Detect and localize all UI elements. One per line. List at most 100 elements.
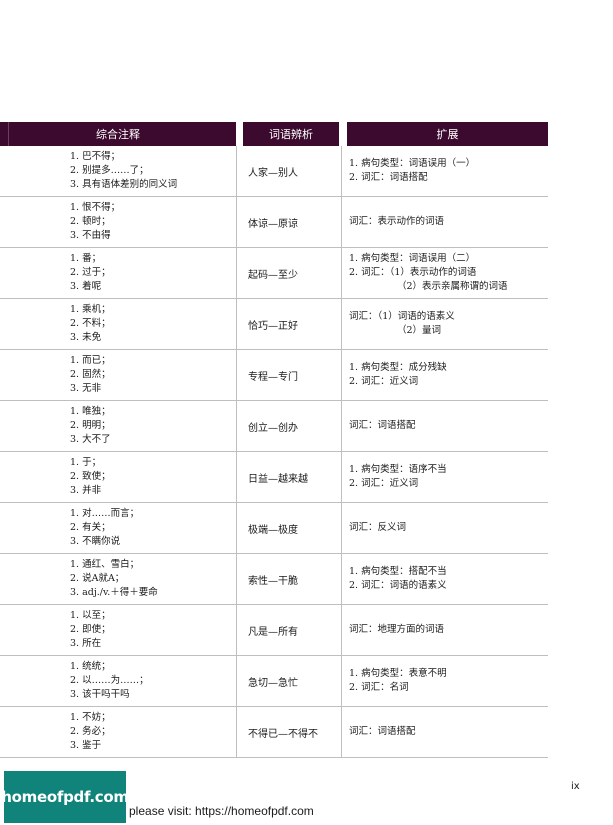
notes-list: 1. 而已； 2. 固然； 3. 无非 bbox=[70, 354, 111, 396]
analysis-text: 不得已—不得不 bbox=[248, 728, 318, 740]
analysis-text: 急切—急忙 bbox=[248, 677, 298, 689]
extension-item: 1. 病句类型：表意不明 bbox=[349, 668, 447, 679]
note-item: 2. 以……为……； bbox=[70, 675, 149, 686]
header-extension-label: 扩展 bbox=[436, 128, 459, 141]
extension-cell: 词汇：词语搭配 bbox=[342, 707, 548, 757]
analysis-text: 恰巧—正好 bbox=[248, 320, 298, 332]
notes-list: 1. 统统； 2. 以……为……； 3. 该干吗干吗 bbox=[70, 660, 149, 702]
note-item: 3. 并非 bbox=[70, 485, 102, 496]
note-item: 1. 统统； bbox=[70, 661, 111, 672]
visit-link[interactable]: please visit: https://homeofpdf.com bbox=[129, 804, 314, 818]
header-extension: 扩展 bbox=[347, 122, 548, 146]
note-item: 2. 致使； bbox=[70, 471, 111, 482]
table-row: 1. 于； 2. 致使； 3. 并非 日益—越来越 1. 病句类型：语序不当 2. 词汇：… bbox=[0, 452, 548, 503]
extension-item: 1. 病句类型：词语误用（二） bbox=[349, 253, 476, 264]
note-item: 2. 说A就A； bbox=[70, 573, 125, 584]
analysis-cell: 极端—极度 bbox=[237, 503, 342, 553]
note-item: 1. 巴不得； bbox=[70, 151, 121, 162]
table-row: 1. 不妨； 2. 务必； 3. 鉴于 不得已—不得不 词汇：词语搭配 bbox=[0, 707, 548, 758]
table-row: 1. 而已； 2. 固然； 3. 无非 专程—专门 1. 病句类型：成分残缺 2. 词汇：… bbox=[0, 350, 548, 401]
notes-cell: 1. 番； 2. 过于； 3. 着呢 bbox=[0, 248, 237, 298]
extension-item: 词汇：词语搭配 bbox=[349, 726, 416, 737]
note-item: 3. 鉴于 bbox=[70, 740, 102, 751]
extension-item: 词汇：词语搭配 bbox=[349, 420, 416, 431]
table-row: 1. 唯独； 2. 明明； 3. 大不了 创立—创办 词汇：词语搭配 bbox=[0, 401, 548, 452]
extension-cell: 1. 病句类型：词语误用（一） 2. 词汇：词语搭配 bbox=[342, 146, 548, 196]
note-item: 2. 不料； bbox=[70, 318, 111, 329]
note-item: 2. 务必； bbox=[70, 726, 111, 737]
notes-cell: 1. 统统； 2. 以……为……； 3. 该干吗干吗 bbox=[0, 656, 237, 706]
table-row: 1. 统统； 2. 以……为……； 3. 该干吗干吗 急切—急忙 1. 病句类型：表意不… bbox=[0, 656, 548, 707]
extension-cell: 词汇：词语搭配 bbox=[342, 401, 548, 451]
logo-text: homeofpdf.com bbox=[1, 788, 129, 806]
note-item: 2. 即使； bbox=[70, 624, 111, 635]
note-item: 2. 固然； bbox=[70, 369, 111, 380]
analysis-cell: 急切—急忙 bbox=[237, 656, 342, 706]
note-item: 2. 顿时； bbox=[70, 216, 111, 227]
note-item: 1. 而已； bbox=[70, 355, 111, 366]
note-item: 3. 无非 bbox=[70, 383, 102, 394]
analysis-text: 创立—创办 bbox=[248, 422, 298, 434]
extension-cell: 1. 病句类型：搭配不当 2. 词汇：词语的语素义 bbox=[342, 554, 548, 604]
analysis-cell: 恰巧—正好 bbox=[237, 299, 342, 349]
table-row: 1. 番； 2. 过于； 3. 着呢 起码—至少 1. 病句类型：词语误用（二） 2. 词… bbox=[0, 248, 548, 299]
note-item: 3. 不瞒你说 bbox=[70, 536, 121, 547]
note-item: 3. 具有语体差别的同义词 bbox=[70, 179, 178, 190]
table-row: 1. 对……而言； 2. 有关； 3. 不瞒你说 极端—极度 词汇：反义词 bbox=[0, 503, 548, 554]
analysis-cell: 日益—越来越 bbox=[237, 452, 342, 502]
notes-list: 1. 乘机； 2. 不料； 3. 未免 bbox=[70, 303, 111, 345]
analysis-text: 专程—专门 bbox=[248, 371, 298, 383]
analysis-text: 人家—别人 bbox=[248, 167, 298, 179]
extension-item: 1. 病句类型：搭配不当 bbox=[349, 566, 447, 577]
notes-list: 1. 以至； 2. 即使； 3. 所在 bbox=[70, 609, 111, 651]
analysis-text: 体谅—原谅 bbox=[248, 218, 298, 230]
note-item: 3. 不由得 bbox=[70, 230, 111, 241]
notes-cell: 1. 恨不得； 2. 顿时； 3. 不由得 bbox=[0, 197, 237, 247]
note-item: 2. 过于； bbox=[70, 267, 111, 278]
notes-list: 1. 不妨； 2. 务必； 3. 鉴于 bbox=[70, 711, 111, 753]
note-item: 1. 对……而言； bbox=[70, 508, 140, 519]
note-item: 3. 所在 bbox=[70, 638, 102, 649]
notes-cell: 1. 唯独； 2. 明明； 3. 大不了 bbox=[0, 401, 237, 451]
extension-cell: 词汇：表示动作的词语 bbox=[342, 197, 548, 247]
note-item: 1. 番； bbox=[70, 253, 102, 264]
header-analysis: 词语辨析 bbox=[243, 122, 339, 146]
extension-item: （2）表示亲属称谓的词语 bbox=[397, 281, 508, 292]
table-row: 1. 以至； 2. 即使； 3. 所在 凡是—所有 词汇：地理方面的词语 bbox=[0, 605, 548, 656]
extension-item: 2. 词汇：名词 bbox=[349, 682, 409, 693]
analysis-cell: 创立—创办 bbox=[237, 401, 342, 451]
note-item: 3. 该干吗干吗 bbox=[70, 689, 130, 700]
note-item: 3. adj./v.＋得＋要命 bbox=[70, 587, 158, 598]
notes-list: 1. 于； 2. 致使； 3. 并非 bbox=[70, 456, 111, 498]
extension-cell: 词汇：（1）词语的语素义 （2）量词 bbox=[342, 299, 548, 349]
notes-list: 1. 唯独； 2. 明明； 3. 大不了 bbox=[70, 405, 111, 447]
table-row: 1. 巴不得； 2. 别提多……了； 3. 具有语体差别的同义词 人家—别人 1. 病句… bbox=[0, 146, 548, 197]
extension-item: 词汇：反义词 bbox=[349, 522, 407, 533]
notes-cell: 1. 巴不得； 2. 别提多……了； 3. 具有语体差别的同义词 bbox=[0, 146, 237, 196]
notes-cell: 1. 而已； 2. 固然； 3. 无非 bbox=[0, 350, 237, 400]
notes-cell: 1. 不妨； 2. 务必； 3. 鉴于 bbox=[0, 707, 237, 757]
extension-cell: 1. 病句类型：成分残缺 2. 词汇：近义词 bbox=[342, 350, 548, 400]
note-item: 3. 着呢 bbox=[70, 281, 102, 292]
note-item: 1. 通红、雪白； bbox=[70, 559, 140, 570]
extension-cell: 词汇：反义词 bbox=[342, 503, 548, 553]
homeofpdf-logo[interactable]: homeofpdf.com bbox=[1, 771, 129, 823]
note-item: 1. 不妨； bbox=[70, 712, 111, 723]
note-item: 2. 有关； bbox=[70, 522, 111, 533]
notes-list: 1. 恨不得； 2. 顿时； 3. 不由得 bbox=[70, 201, 120, 243]
analysis-cell: 索性—干脆 bbox=[237, 554, 342, 604]
notes-list: 1. 番； 2. 过于； 3. 着呢 bbox=[70, 252, 111, 294]
extension-cell: 1. 病句类型：语序不当 2. 词汇：近义词 bbox=[342, 452, 548, 502]
extension-item: 2. 词汇：词语搭配 bbox=[349, 172, 428, 183]
note-item: 1. 于； bbox=[70, 457, 102, 468]
note-item: 3. 大不了 bbox=[70, 434, 111, 445]
analysis-cell: 凡是—所有 bbox=[237, 605, 342, 655]
note-item: 1. 唯独； bbox=[70, 406, 111, 417]
extension-item: 2. 词汇：（1）表示动作的词语 bbox=[349, 267, 477, 278]
extension-item: 2. 词汇：近义词 bbox=[349, 376, 419, 387]
header-analysis-label: 词语辨析 bbox=[269, 128, 313, 141]
extension-cell: 1. 病句类型：表意不明 2. 词汇：名词 bbox=[342, 656, 548, 706]
extension-item: 1. 病句类型：语序不当 bbox=[349, 464, 447, 475]
content-table: 1. 巴不得； 2. 别提多……了； 3. 具有语体差别的同义词 人家—别人 1. 病句… bbox=[0, 146, 548, 758]
note-item: 3. 未免 bbox=[70, 332, 102, 343]
